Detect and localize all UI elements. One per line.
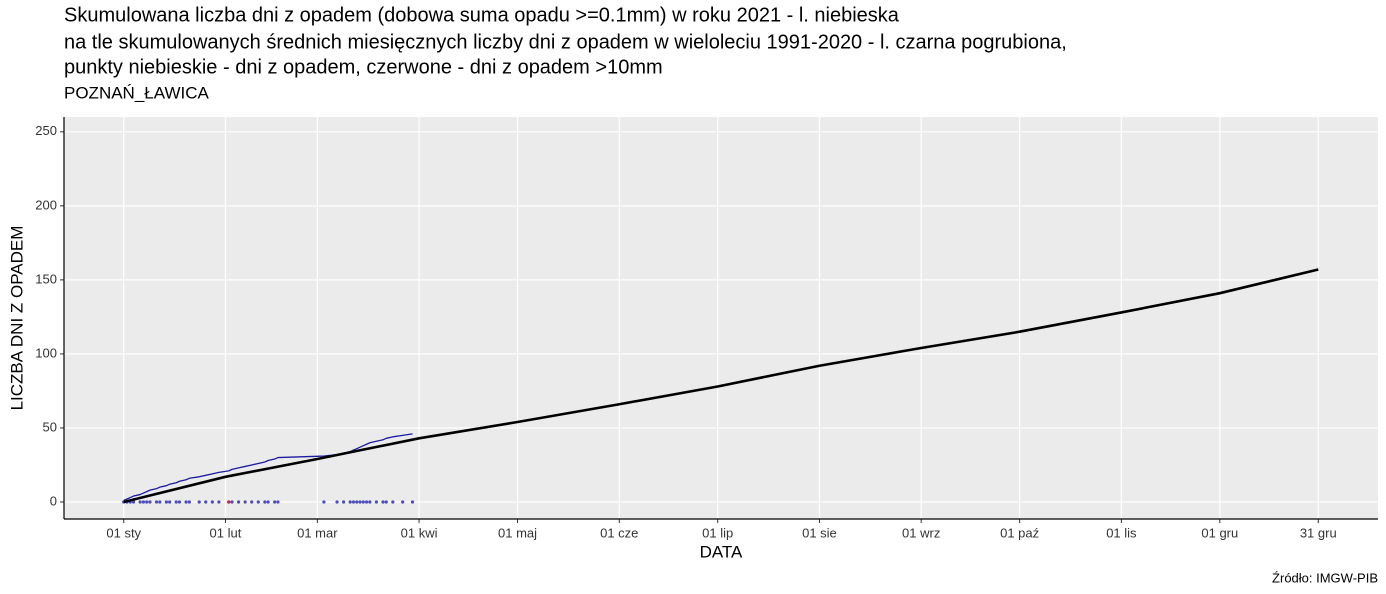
point (276, 500, 280, 504)
point (381, 500, 385, 504)
y-tick-label: 250 (35, 123, 57, 138)
x-tick-label: 01 lis (1106, 525, 1137, 540)
point (348, 500, 352, 504)
x-tick-label: 01 sie (802, 525, 837, 540)
point (358, 500, 362, 504)
point (391, 500, 395, 504)
point (210, 500, 214, 504)
x-tick-label: 01 gru (1201, 525, 1238, 540)
x-tick-label: 01 lut (210, 525, 242, 540)
point (236, 500, 241, 504)
point (168, 500, 172, 504)
y-axis-label: LICZBA DNI Z OPADEM (7, 226, 26, 411)
point (355, 500, 359, 504)
x-tick-label: 01 mar (297, 525, 338, 540)
x-tick-label: 31 gru (1300, 525, 1337, 540)
point (335, 500, 339, 504)
point (154, 500, 159, 504)
chart-title: punkty niebieskie - dni z opadem, czerwo… (64, 56, 663, 78)
line (123, 268, 1319, 504)
point (184, 500, 188, 504)
x-tick-label: 01 kwi (401, 525, 438, 540)
x-tick-label: 01 cze (600, 525, 638, 540)
x-tick-label: 01 paź (1000, 525, 1039, 540)
point (158, 500, 162, 504)
point (273, 500, 277, 504)
point (217, 500, 221, 504)
point (177, 500, 182, 504)
point (364, 500, 369, 504)
y-tick-label: 200 (35, 197, 57, 212)
point (256, 500, 260, 504)
y-tick-label: 50 (43, 419, 57, 434)
point (374, 500, 379, 504)
point (138, 500, 142, 504)
point (266, 500, 270, 504)
point (145, 500, 149, 504)
point (401, 500, 405, 504)
point (263, 500, 267, 504)
chart-title: na tle skumulowanych średnich miesięczny… (64, 31, 1067, 53)
point (361, 500, 365, 504)
point (148, 500, 152, 504)
point (384, 500, 388, 504)
point (243, 500, 247, 504)
point (322, 500, 326, 504)
plot-panel (64, 117, 1378, 519)
caption: Źródło: IMGW-PIB (1272, 570, 1378, 585)
point (197, 500, 201, 504)
point (204, 500, 208, 504)
point (342, 500, 346, 504)
line (123, 433, 413, 502)
y-tick-label: 0 (50, 493, 57, 508)
point (141, 500, 146, 504)
point (410, 500, 415, 504)
point (250, 500, 254, 504)
x-tick-label: 01 sty (106, 525, 141, 540)
point (230, 500, 234, 504)
chart-subtitle: POZNAŃ_ŁAWICA (64, 83, 210, 102)
point (351, 500, 356, 504)
chart-title: Skumulowana liczba dni z opadem (dobowa … (64, 4, 900, 26)
y-tick-label: 100 (35, 345, 57, 360)
x-tick-label: 01 wrz (902, 525, 940, 540)
x-axis-label: DATA (700, 542, 743, 561)
point (164, 500, 168, 504)
point (174, 500, 178, 504)
x-tick-label: 01 maj (498, 525, 537, 540)
y-tick-label: 150 (35, 271, 57, 286)
point (187, 500, 191, 504)
point (227, 500, 231, 504)
point (131, 500, 136, 504)
point (368, 500, 372, 504)
x-tick-label: 01 lip (702, 525, 733, 540)
